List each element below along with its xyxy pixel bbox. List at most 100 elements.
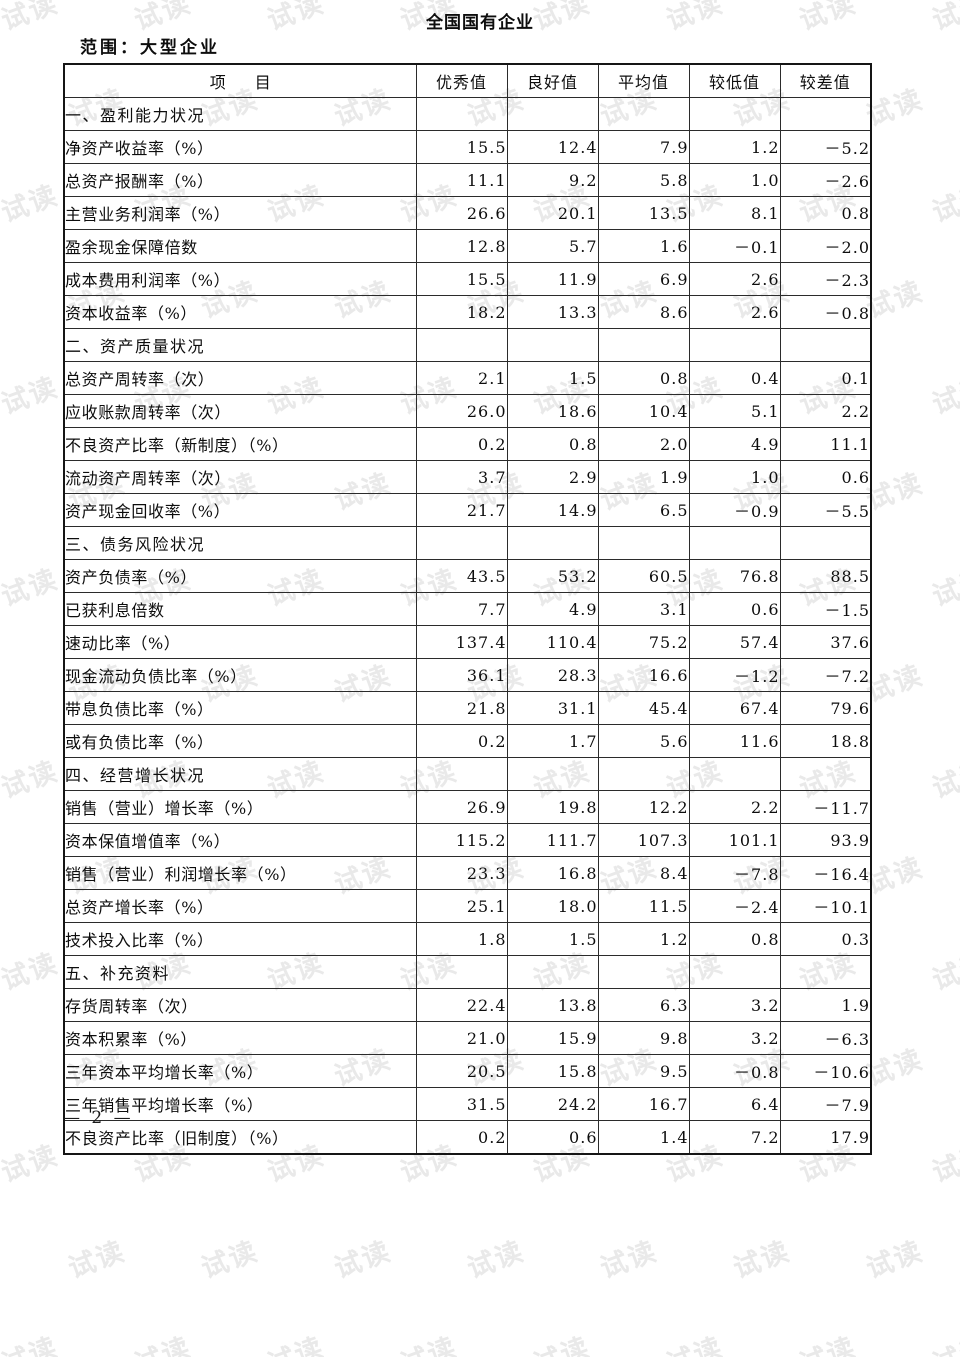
table-row: 总资产报酬率（%） 11.1 9.2 5.8 1.0 －2.6 — [63, 163, 872, 197]
indicator-value: －0.8 — [779, 295, 872, 329]
indicator-value: 0.6 — [506, 1120, 599, 1155]
indicator-value: 15.5 — [415, 130, 508, 164]
indicator-value: 5.6 — [597, 724, 690, 758]
indicator-value: 2.1 — [415, 361, 508, 395]
indicator-value: 37.6 — [779, 625, 872, 659]
indicator-value: 1.7 — [506, 724, 599, 758]
indicator-value: 3.2 — [688, 1021, 781, 1055]
indicator-value: 0.8 — [597, 361, 690, 395]
indicator-value: 6.5 — [597, 493, 690, 527]
indicator-value: 20.1 — [506, 196, 599, 230]
indicator-label: 净资产收益率（%） — [63, 130, 417, 164]
indicator-value: 3.1 — [597, 592, 690, 626]
indicator-value: 7.7 — [415, 592, 508, 626]
indicator-value: 0.3 — [779, 922, 872, 956]
indicator-value: －10.6 — [779, 1054, 872, 1088]
indicator-label: 不良资产比率（旧制度）（%） — [63, 1120, 417, 1155]
indicator-label: 总资产增长率（%） — [63, 889, 417, 923]
scope-label: 范围：大型企业 — [80, 38, 220, 58]
indicator-value: 11.9 — [506, 262, 599, 296]
indicator-value: 20.5 — [415, 1054, 508, 1088]
indicator-value: 31.1 — [506, 691, 599, 725]
section-empty-cell — [506, 328, 599, 362]
table-row: 净资产收益率（%） 15.5 12.4 7.9 1.2 －5.2 — [63, 130, 872, 164]
indicator-value: －2.4 — [688, 889, 781, 923]
section-header-row: 四、经营增长状况 — [63, 757, 872, 791]
indicator-value: 17.9 — [779, 1120, 872, 1155]
column-header-item: 项 目 — [63, 63, 417, 98]
indicator-label: 成本费用利润率（%） — [63, 262, 417, 296]
indicator-value: 0.6 — [779, 460, 872, 494]
indicator-value: －1.2 — [688, 658, 781, 692]
indicator-value: 16.6 — [597, 658, 690, 692]
indicator-value: 12.8 — [415, 229, 508, 263]
indicator-value: 18.6 — [506, 394, 599, 428]
table-row: 已获利息倍数 7.7 4.9 3.1 0.6 －1.5 — [63, 592, 872, 626]
indicator-value: 1.9 — [779, 988, 872, 1022]
table-row: 不良资产比率（新制度）（%） 0.2 0.8 2.0 4.9 11.1 — [63, 427, 872, 461]
indicator-label: 应收账款周转率（次） — [63, 394, 417, 428]
indicator-value: 1.0 — [688, 460, 781, 494]
section-empty-cell — [506, 955, 599, 989]
indicator-value: 0.2 — [415, 427, 508, 461]
indicator-value: －0.9 — [688, 493, 781, 527]
section-empty-cell — [597, 328, 690, 362]
indicator-value: 4.9 — [506, 592, 599, 626]
table-row: 总资产周转率（次） 2.1 1.5 0.8 0.4 0.1 — [63, 361, 872, 395]
table-row: 资产现金回收率（%） 21.7 14.9 6.5 －0.9 －5.5 — [63, 493, 872, 527]
section-empty-cell — [415, 526, 508, 560]
table-row: 销售（营业）增长率（%） 26.9 19.8 12.2 2.2 －11.7 — [63, 790, 872, 824]
indicator-label: 流动资产周转率（次） — [63, 460, 417, 494]
indicator-value: 93.9 — [779, 823, 872, 857]
indicator-value: 0.8 — [779, 196, 872, 230]
indicator-value: 11.5 — [597, 889, 690, 923]
table-row: 现金流动负债比率（%） 36.1 28.3 16.6 －1.2 －7.2 — [63, 658, 872, 692]
section-heading: 四、经营增长状况 — [63, 757, 417, 791]
table-row: 三年资本平均增长率（%） 20.5 15.8 9.5 －0.8 －10.6 — [63, 1054, 872, 1088]
section-heading: 三、债务风险状况 — [63, 526, 417, 560]
indicator-label: 销售（营业）增长率（%） — [63, 790, 417, 824]
indicator-value: 13.8 — [506, 988, 599, 1022]
indicator-label: 资本收益率（%） — [63, 295, 417, 329]
section-empty-cell — [779, 97, 872, 131]
section-header-row: 三、债务风险状况 — [63, 526, 872, 560]
indicator-value: 0.2 — [415, 724, 508, 758]
indicator-value: －1.5 — [779, 592, 872, 626]
indicator-value: 5.1 — [688, 394, 781, 428]
indicator-value: 53.2 — [506, 559, 599, 593]
indicator-value: 110.4 — [506, 625, 599, 659]
indicator-value: 43.5 — [415, 559, 508, 593]
indicator-value: 5.8 — [597, 163, 690, 197]
indicator-value: 115.2 — [415, 823, 508, 857]
indicator-value: 111.7 — [506, 823, 599, 857]
indicator-value: －7.8 — [688, 856, 781, 890]
indicator-value: －2.0 — [779, 229, 872, 263]
table-row: 总资产增长率（%） 25.1 18.0 11.5 －2.4 －10.1 — [63, 889, 872, 923]
indicator-value: 0.4 — [688, 361, 781, 395]
indicator-value: －5.5 — [779, 493, 872, 527]
indicator-value: 88.5 — [779, 559, 872, 593]
table-row: 资本保值增值率（%） 115.2 111.7 107.3 101.1 93.9 — [63, 823, 872, 857]
indicator-value: 1.5 — [506, 922, 599, 956]
indicator-value: 5.7 — [506, 229, 599, 263]
indicator-value: 1.2 — [688, 130, 781, 164]
indicator-value: 0.8 — [506, 427, 599, 461]
table-row: 不良资产比率（旧制度）（%） 0.2 0.6 1.4 7.2 17.9 — [63, 1120, 872, 1155]
indicator-value: 8.6 — [597, 295, 690, 329]
indicator-value: 13.3 — [506, 295, 599, 329]
indicator-value: －0.8 — [688, 1054, 781, 1088]
indicator-value: 1.4 — [597, 1120, 690, 1155]
section-heading: 二、资产质量状况 — [63, 328, 417, 362]
indicator-value: 22.4 — [415, 988, 508, 1022]
table-body: 一、盈利能力状况 净资产收益率（%） 15.5 12.4 7.9 1.2 －5.2 总资产报酬… — [63, 97, 872, 1155]
indicator-value: 9.5 — [597, 1054, 690, 1088]
indicator-label: 资本保值增值率（%） — [63, 823, 417, 857]
section-empty-cell — [506, 757, 599, 791]
indicator-label: 三年资本平均增长率（%） — [63, 1054, 417, 1088]
indicator-value: －5.2 — [779, 130, 872, 164]
indicator-value: 11.1 — [415, 163, 508, 197]
section-empty-cell — [688, 97, 781, 131]
indicator-value: 1.5 — [506, 361, 599, 395]
section-empty-cell — [688, 955, 781, 989]
table-row: 速动比率（%） 137.4 110.4 75.2 57.4 37.6 — [63, 625, 872, 659]
